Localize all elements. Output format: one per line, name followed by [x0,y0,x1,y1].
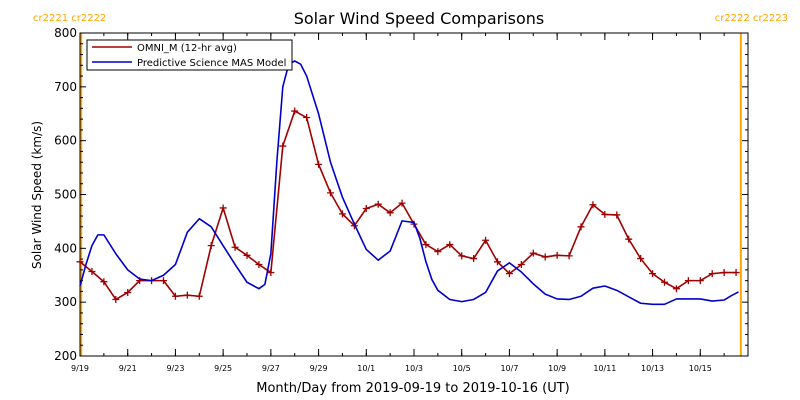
omni-data-point [422,241,430,249]
omni-data-point [613,211,621,219]
legend-label-omni: OMNI_M (12-hr avg) [137,43,237,54]
x-tick-label: 10/3 [405,364,423,373]
omni-data-point [112,295,120,303]
x-tick-label: 10/5 [453,364,471,373]
series-layer [76,60,740,306]
omni-data-point [207,242,215,250]
omni-data-point [100,278,108,286]
omni-data-point [315,160,323,168]
omni-data-point [494,258,501,266]
x-tick-label: 9/25 [214,364,232,373]
omni-data-point [470,255,478,263]
x-tick-label: 9/21 [119,364,137,373]
omni-data-point [458,252,466,260]
omni-data-point [625,235,633,243]
omni-data-point [303,114,311,122]
y-tick-label: 700 [54,80,77,94]
omni-data-point [291,107,299,115]
omni-data-point [88,267,96,275]
omni-data-point [661,278,668,286]
plot-axes: 200 300 400 500 600 700 800 9/19 9/21 9/23 9/25 9/2… [54,26,749,373]
omni-data-point [672,285,680,293]
omni-data-point [338,210,346,218]
omni-data-point [577,223,585,231]
x-tick-label: 9/29 [310,364,328,373]
omni-data-point [374,200,382,208]
omni-data-point [243,251,251,259]
omni-data-point [231,243,239,251]
omni-data-point [76,258,84,266]
carrington-marker-label: cr2221 cr2222 [33,13,106,24]
legend-label-mas: Predictive Science MAS Model [137,58,286,69]
omni-data-point [565,252,573,260]
omni-data-point [482,236,490,244]
y-tick-label: 400 [54,241,77,255]
y-tick-label: 600 [54,134,77,148]
omni-data-point [589,201,597,209]
omni-data-point [386,209,394,217]
omni-data-point [219,204,227,212]
omni-data-point [362,204,370,212]
omni-data-point [601,210,609,218]
y-tick-label: 500 [54,188,77,202]
x-tick-label: 10/11 [593,364,616,373]
omni-data-point [732,269,740,277]
x-tick-label: 9/19 [71,364,89,373]
y-tick-label: 200 [54,349,77,363]
legend: OMNI_M (12-hr avg) Predictive Science MA… [86,39,293,71]
x-axis-label: Month/Day from 2019-09-19 to 2019-10-16 … [256,381,569,396]
carrington-marker-label: cr2222 cr2223 [715,13,788,24]
omni-data-point [446,241,454,249]
x-tick-label: 10/1 [357,364,375,373]
x-tick-label: 9/27 [262,364,280,373]
omni-data-point [720,269,728,277]
omni-data-point [160,277,167,285]
plot-frame [79,32,749,357]
omni-data-point [434,248,442,256]
mas-model-series-line [79,60,739,306]
x-tick-label: 10/13 [641,364,664,373]
omni-data-point [255,260,263,268]
omni-data-point [124,288,132,296]
y-axis-label: Solar Wind Speed (km/s) [30,121,44,269]
omni-data-point [505,270,513,278]
omni-data-point [708,270,716,278]
omni-data-point [267,269,275,277]
omni-data-point [183,291,191,299]
omni-data-point [696,277,704,285]
y-tick-label: 300 [54,295,77,309]
chart-title: Solar Wind Speed Comparisons [294,9,545,28]
x-tick-label: 10/9 [548,364,566,373]
x-tick-label: 10/15 [689,364,712,373]
omni-data-point [649,270,657,278]
y-tick-label: 800 [54,26,77,40]
x-tick-label: 9/23 [166,364,184,373]
omni-series-line [79,110,737,301]
omni-data-point [398,199,406,207]
omni-data-point [529,249,537,257]
omni-data-point [279,142,287,150]
omni-data-point [171,292,179,300]
omni-data-point [553,251,561,259]
omni-data-point [637,255,645,263]
omni-data-point [684,277,692,285]
omni-data-point [517,260,525,268]
omni-data-point [541,253,549,261]
omni-data-point [195,292,203,300]
legend-box [86,39,293,71]
omni-data-point [327,189,334,197]
x-tick-label: 10/7 [500,364,518,373]
